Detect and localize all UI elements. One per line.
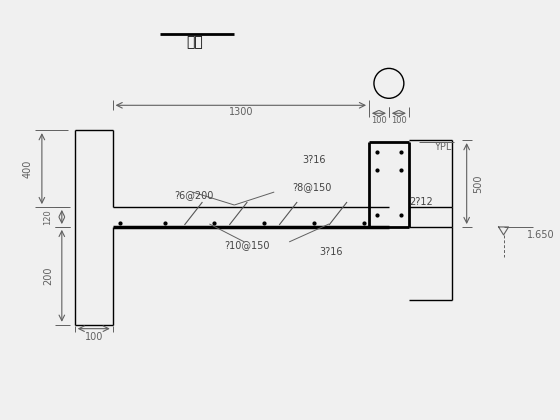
Text: 500: 500 [474,174,484,193]
Text: ?8@150: ?8@150 [292,182,332,192]
Text: YPL: YPL [434,142,451,152]
Text: 100: 100 [85,332,103,341]
Text: 1.650: 1.650 [526,230,554,240]
Text: 400: 400 [23,160,33,178]
Text: 雨篷: 雨篷 [186,35,203,50]
Text: ?6@200: ?6@200 [175,190,214,200]
Text: ?10@150: ?10@150 [225,240,270,250]
Text: 100: 100 [371,116,387,125]
Text: 3?16: 3?16 [302,155,326,165]
Text: 200: 200 [43,267,53,285]
Text: 3?16: 3?16 [319,247,343,257]
Text: 100: 100 [391,116,407,125]
Text: 2?12: 2?12 [409,197,433,207]
Text: 120: 120 [43,209,53,225]
Text: 1300: 1300 [228,107,253,117]
